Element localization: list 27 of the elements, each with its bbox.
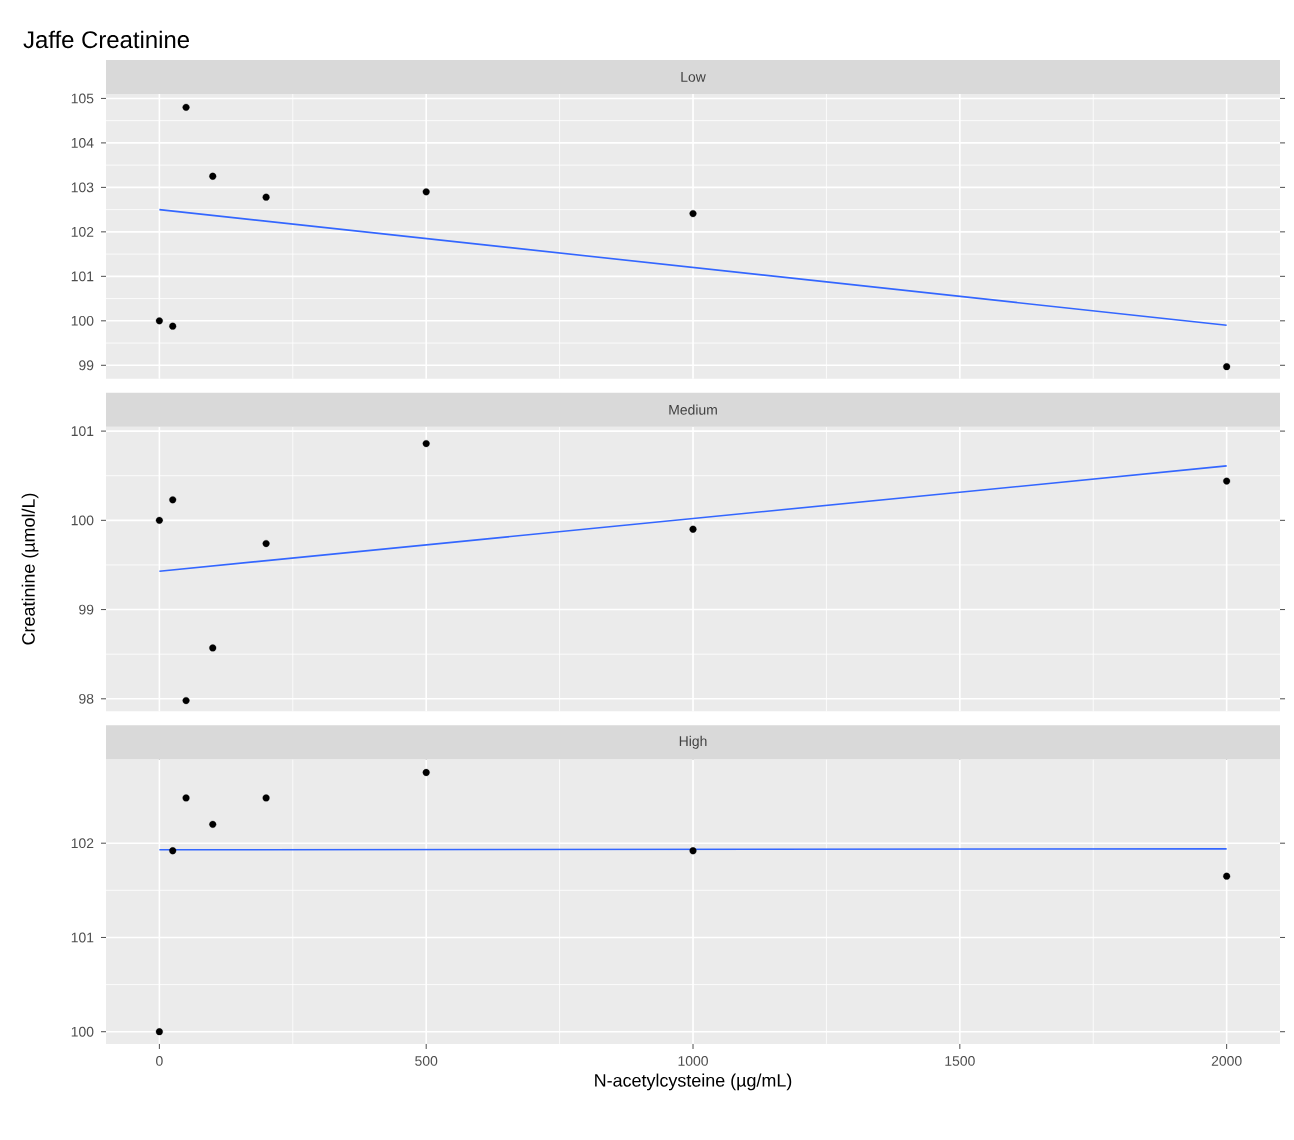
point — [169, 847, 177, 855]
point — [182, 697, 190, 705]
point — [169, 322, 177, 330]
point — [689, 210, 697, 218]
point — [209, 644, 217, 652]
point — [262, 193, 270, 201]
point — [262, 540, 270, 548]
point — [689, 847, 697, 855]
point — [209, 820, 217, 828]
point — [422, 440, 430, 448]
point — [422, 768, 430, 777]
point — [169, 496, 177, 504]
point — [1223, 872, 1231, 880]
point — [155, 317, 163, 325]
point — [262, 794, 270, 802]
point — [1223, 477, 1231, 485]
point — [209, 172, 217, 180]
point — [422, 188, 430, 196]
point — [689, 525, 697, 533]
point — [1223, 363, 1231, 371]
chart-title: Jaffe Creatinine — [23, 30, 189, 49]
y-axis-title: Creatinine (µmol/L) — [21, 493, 39, 645]
point — [182, 794, 190, 802]
point — [182, 103, 190, 111]
x-axis-title: N-acetylcysteine (µg/mL) — [595, 1073, 792, 1091]
point — [155, 1028, 163, 1036]
point — [155, 516, 163, 524]
